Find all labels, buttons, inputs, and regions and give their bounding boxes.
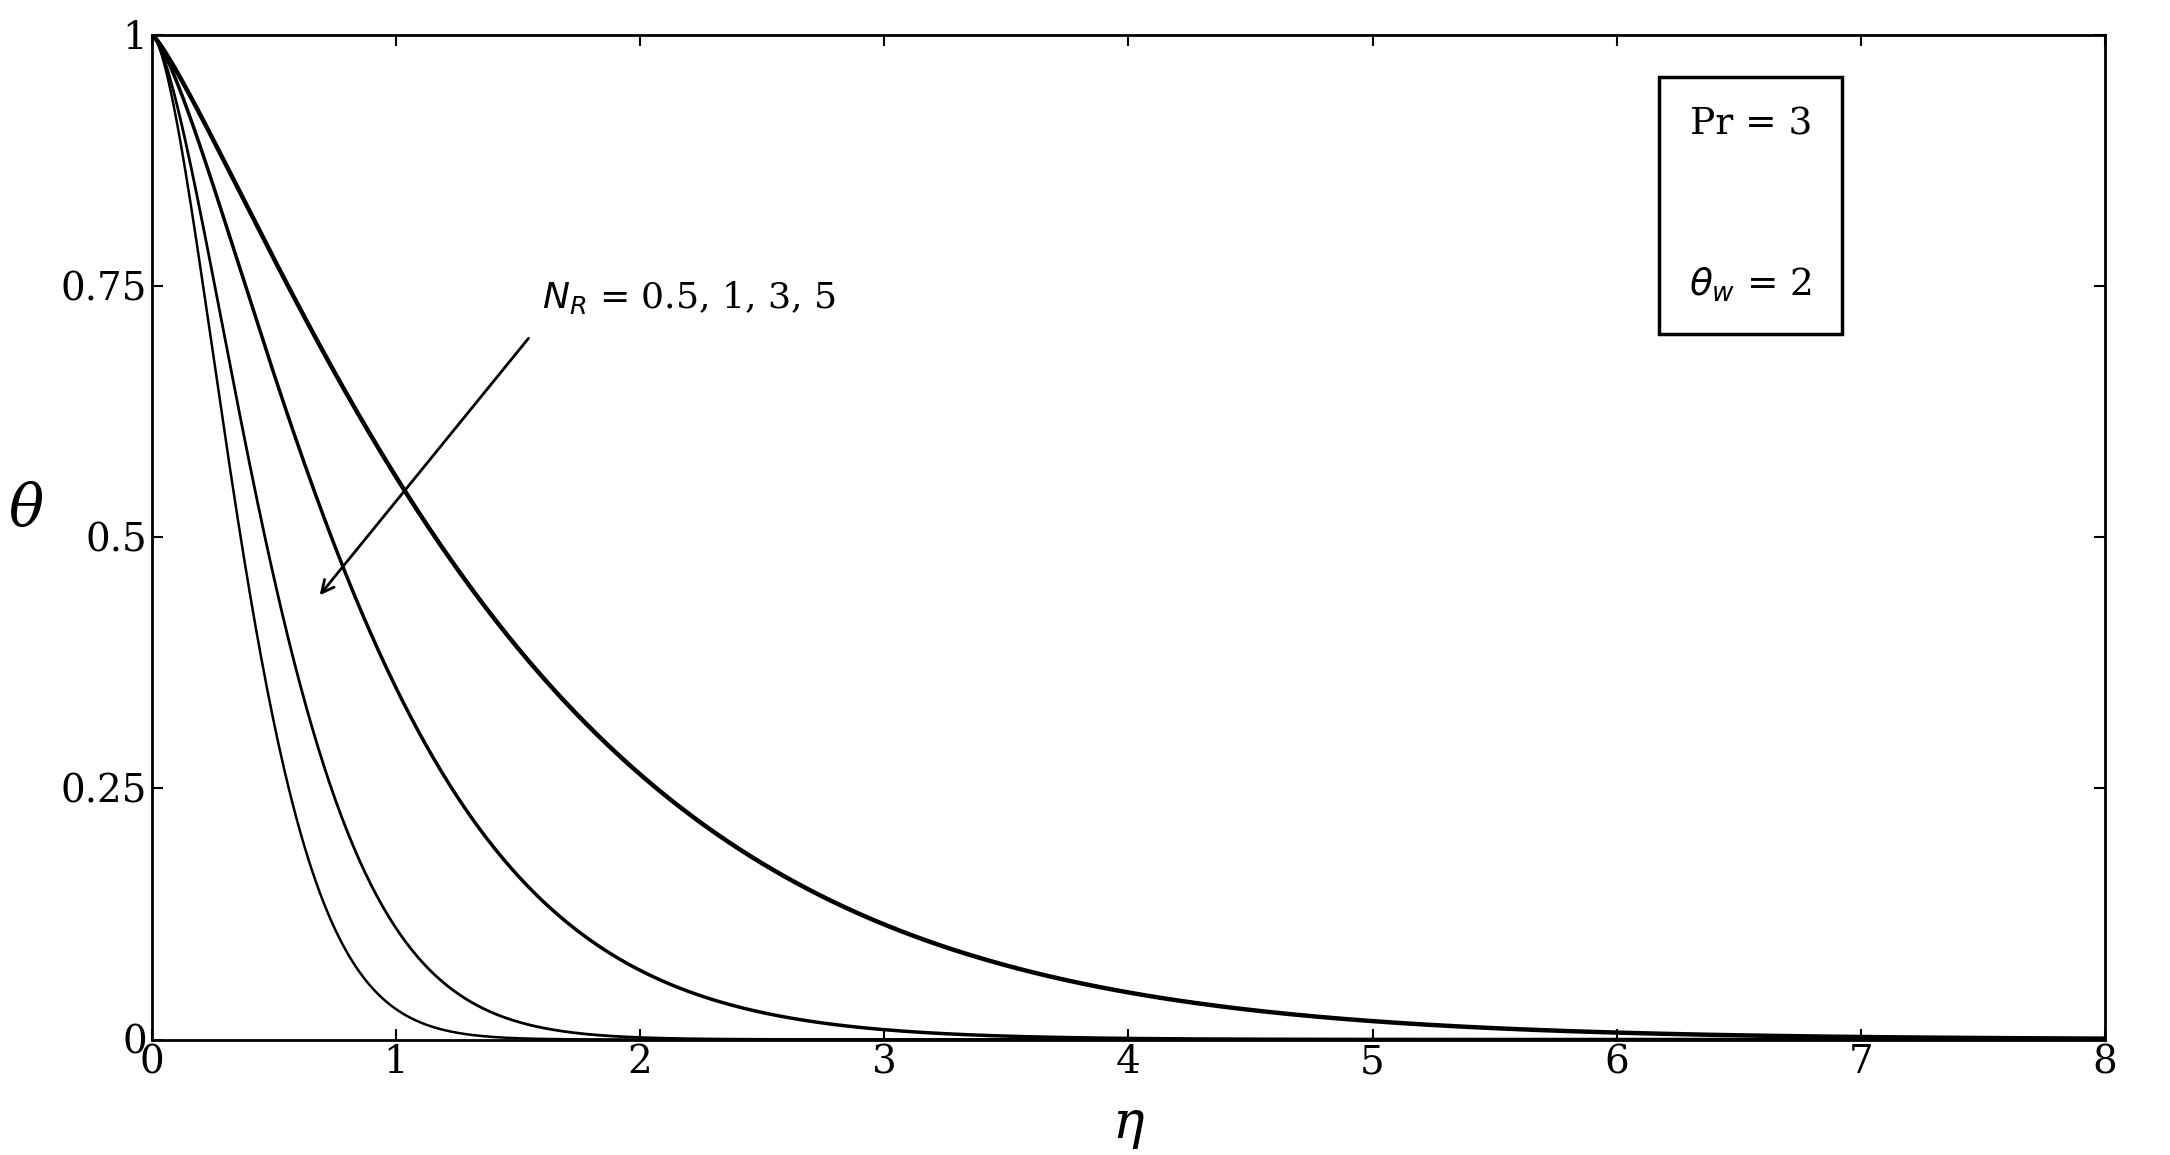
X-axis label: η: η	[1113, 1098, 1144, 1149]
Text: Pr = 3

$\theta_w$ = 2: Pr = 3 $\theta_w$ = 2	[1690, 106, 1812, 304]
Text: $N_R$ = 0.5, 1, 3, 5: $N_R$ = 0.5, 1, 3, 5	[542, 280, 835, 316]
Y-axis label: θ: θ	[9, 480, 43, 537]
